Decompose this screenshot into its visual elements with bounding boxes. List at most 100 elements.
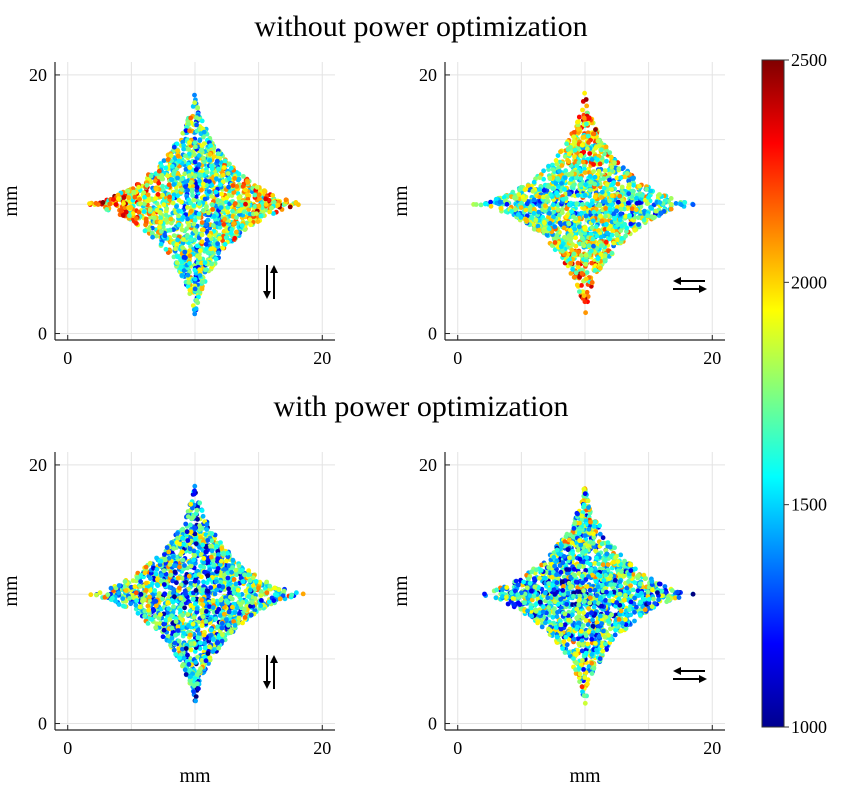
scatter-point bbox=[88, 592, 94, 598]
scatter-point bbox=[239, 223, 245, 229]
scatter-point bbox=[252, 192, 258, 198]
scatter-point bbox=[177, 585, 182, 591]
scatter-point bbox=[213, 256, 219, 262]
scatter-point bbox=[170, 599, 176, 605]
scatter-point bbox=[149, 230, 155, 236]
scatter-point bbox=[192, 483, 198, 489]
scatter-point bbox=[168, 153, 174, 159]
y-tick-label: 20 bbox=[419, 65, 437, 85]
scatter-point bbox=[283, 197, 289, 203]
scatter-point bbox=[254, 184, 260, 190]
scatter-point bbox=[231, 189, 237, 195]
scatter-point bbox=[525, 183, 531, 189]
scatter-point bbox=[182, 667, 188, 673]
scatter-point bbox=[592, 194, 598, 200]
scatter-point bbox=[120, 213, 126, 218]
scatter-point bbox=[186, 151, 192, 157]
scatter-point bbox=[570, 267, 576, 272]
scatter-point bbox=[562, 175, 568, 181]
scatter-point bbox=[240, 620, 246, 626]
scatter-point bbox=[135, 610, 141, 616]
scatter-point bbox=[227, 161, 232, 167]
scatter-point bbox=[244, 192, 250, 198]
scatter-point bbox=[561, 225, 567, 231]
scatter-point bbox=[205, 217, 211, 223]
scatter-point bbox=[116, 196, 121, 202]
scatter-point bbox=[256, 203, 262, 209]
scatter-point bbox=[107, 201, 113, 207]
scatter-point bbox=[173, 632, 178, 638]
scatter-point bbox=[148, 173, 154, 179]
scatter-point bbox=[573, 235, 578, 241]
scatter-point bbox=[221, 550, 227, 556]
scatter-point bbox=[138, 579, 144, 584]
scatter-point bbox=[187, 632, 193, 638]
scatter-point bbox=[192, 218, 198, 223]
scatter-point bbox=[583, 213, 589, 219]
scatter-point bbox=[216, 552, 221, 558]
scatter-point bbox=[207, 233, 212, 239]
scatter-point bbox=[531, 197, 537, 203]
scatter-point bbox=[542, 220, 547, 226]
scatter-point bbox=[157, 224, 162, 230]
scatter-point bbox=[211, 154, 217, 159]
scatter-point bbox=[181, 146, 187, 152]
scatter-point bbox=[176, 638, 182, 644]
scatter-point bbox=[571, 134, 577, 140]
scatter-point bbox=[564, 214, 569, 220]
scatter-point bbox=[603, 206, 608, 211]
scatter-point bbox=[593, 224, 599, 230]
scatter-point bbox=[183, 646, 189, 651]
scatter-point bbox=[171, 171, 177, 177]
scatter-point bbox=[166, 549, 172, 555]
scatter-point bbox=[153, 571, 159, 577]
scatter-point bbox=[217, 182, 223, 188]
scatter-point bbox=[571, 183, 576, 188]
scatter-point bbox=[629, 206, 635, 212]
scatter-point bbox=[205, 651, 211, 656]
scatter-point bbox=[194, 184, 200, 190]
scatter-point bbox=[580, 159, 586, 165]
scatter-point bbox=[598, 213, 603, 219]
scatter-point bbox=[171, 604, 176, 609]
scatter-point bbox=[597, 161, 603, 167]
scatter-point bbox=[258, 603, 264, 609]
scatter-point bbox=[198, 187, 204, 193]
scatter-point bbox=[221, 222, 227, 227]
x-tick-label: 0 bbox=[63, 738, 72, 758]
scatter-point bbox=[137, 604, 143, 610]
scatter-point bbox=[214, 158, 220, 164]
scatter-point bbox=[194, 122, 200, 128]
scatter-point bbox=[607, 206, 613, 212]
scatter-point bbox=[581, 293, 587, 299]
scatter-point bbox=[242, 227, 248, 233]
scatter-point bbox=[126, 195, 131, 201]
scatter-point bbox=[630, 188, 635, 194]
scatter-point bbox=[192, 311, 198, 317]
scatter-point bbox=[294, 590, 299, 596]
scatter-point bbox=[618, 175, 624, 181]
scatter-point bbox=[161, 158, 167, 164]
scatter-point bbox=[198, 147, 204, 153]
scatter-point bbox=[130, 578, 136, 583]
scatter-point bbox=[243, 201, 248, 207]
scatter-point bbox=[631, 182, 636, 188]
scatter-point bbox=[580, 135, 586, 140]
scatter-point bbox=[591, 209, 597, 215]
scatter-point bbox=[512, 195, 517, 201]
scatter-point bbox=[243, 187, 248, 193]
scatter-point bbox=[191, 689, 197, 694]
scatter-point bbox=[228, 230, 234, 236]
scatter-point bbox=[192, 276, 198, 282]
scatter-point bbox=[626, 182, 632, 188]
scatter-point bbox=[531, 179, 537, 185]
scatter-point bbox=[593, 127, 598, 132]
scatter-point bbox=[196, 215, 202, 220]
scatter-point bbox=[191, 615, 197, 620]
scatter-point bbox=[167, 194, 173, 200]
scatter-point bbox=[193, 660, 199, 665]
scatter-point bbox=[607, 198, 612, 204]
scatter-point bbox=[566, 221, 572, 227]
scatter-point bbox=[275, 202, 281, 208]
scatter-point bbox=[580, 236, 585, 242]
